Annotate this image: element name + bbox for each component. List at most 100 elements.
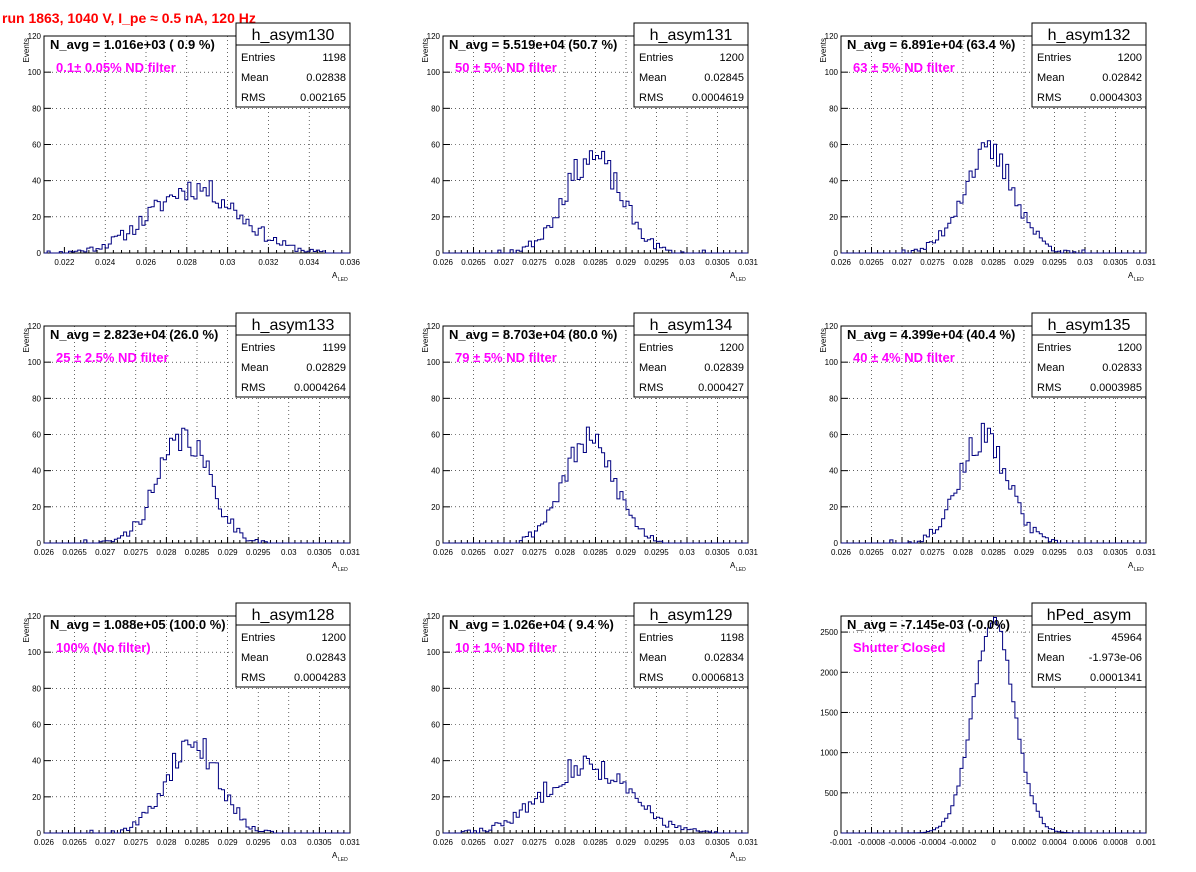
panel-hPed_asym-stats-box	[1031, 602, 1147, 688]
panel-h_asym129-ytick-label: 40	[431, 757, 440, 766]
panel-h_asym128-xtick-label: 0.026	[34, 838, 55, 847]
panel-h_asym128-note: 100% (No filter)	[56, 640, 151, 655]
panel-hPed_asym-stat-label: RMS	[1037, 672, 1061, 684]
panel-h_asym132-navg: N_avg = 6.891e+04 (63.4 %)	[847, 37, 1015, 52]
panel-h_asym131-xtick-label: 0.0305	[705, 258, 730, 267]
panel-h_asym129-ylabel: Events	[421, 618, 430, 642]
panel-h_asym132-xtick-label: 0.029	[1014, 258, 1035, 267]
panel-h_asym132-xtick-label: 0.031	[1136, 258, 1157, 267]
panel-h_asym128-ytick-label: 60	[32, 721, 41, 730]
panel-h_asym133-xtick-label: 0.026	[34, 548, 55, 557]
panel-h_asym133-histogram	[44, 427, 350, 544]
panel-h_asym130-ytick-label: 60	[32, 141, 41, 150]
panel-h_asym131-stat-label: Mean	[639, 72, 667, 84]
panel-h_asym134-xtick-label: 0.0265	[461, 548, 486, 557]
panel-h_asym135-ytick-label: 40	[829, 467, 838, 476]
panel-h_asym130-stat-label: Mean	[241, 72, 269, 84]
panel-h_asym132-stat-value: 0.02842	[1102, 72, 1142, 84]
panel-h_asym131-ylabel: Events	[421, 38, 430, 62]
panel-h_asym134-ytick-label: 80	[431, 394, 440, 403]
panel-h_asym135-stats-box	[1031, 312, 1147, 398]
panel-h_asym130-ytick-label: 100	[28, 68, 42, 77]
panel-h_asym129-ytick-label: 100	[427, 648, 441, 657]
panel-h_asym129-xlabel-sub: LED	[736, 857, 746, 863]
panel-h_asym132-stat-label: Entries	[1037, 52, 1072, 64]
panel-h_asym132-stat-value: 1200	[1118, 52, 1142, 64]
panel-h_asym131-ytick-label: 40	[431, 177, 440, 186]
panel-h_asym130-stat-value: 1198	[322, 52, 346, 64]
panel-h_asym129-xtick-label: 0.0295	[644, 838, 669, 847]
panel-h_asym131-ytick-label: 0	[436, 249, 441, 258]
panel-h_asym130-xtick-label: 0.032	[258, 258, 279, 267]
panel-h_asym133-navg: N_avg = 2.823e+04 (26.0 %)	[50, 327, 218, 342]
panel-h_asym135-xtick-label: 0.0295	[1042, 548, 1067, 557]
panel-h_asym128-ytick-label: 20	[32, 793, 41, 802]
panel-h_asym130-ytick-label: 120	[28, 32, 42, 41]
panel-h_asym133-ytick-label: 100	[28, 358, 42, 367]
panel-h_asym128-ytick-label: 40	[32, 757, 41, 766]
panel-h_asym130-stat-value: 0.002165	[300, 92, 346, 104]
panel-h_asym130-xtick-label: 0.034	[299, 258, 320, 267]
panel-h_asym129-xtick-label: 0.0285	[583, 838, 608, 847]
panel-hPed_asym-xtick-label: 0.0002	[1012, 838, 1037, 847]
panel-h_asym128-ytick-label: 0	[37, 829, 42, 838]
panel-h_asym131-ytick-label: 80	[431, 104, 440, 113]
panel-h_asym132-ylabel: Events	[819, 38, 828, 62]
panel-hPed_asym-stat-label: Entries	[1037, 632, 1072, 644]
panel-h_asym135-xtick-label: 0.031	[1136, 548, 1157, 557]
panel-hPed_asym-xtick-label: 0.0004	[1042, 838, 1067, 847]
panel-h_asym130-stat-label: Entries	[241, 52, 276, 64]
panel-h_asym133-xtick-label: 0.03	[281, 548, 297, 557]
panel-h_asym129-ytick-label: 60	[431, 721, 440, 730]
panel-h_asym134-stat-value: 0.02839	[704, 362, 744, 374]
panel-h_asym132-xtick-label: 0.0305	[1103, 258, 1128, 267]
panel-h_asym128-xtick-label: 0.028	[156, 838, 177, 847]
panel-h_asym130-xtick-label: 0.036	[340, 258, 361, 267]
panel-h_asym130-stats-box	[235, 22, 351, 108]
panel-h_asym131-xtick-label: 0.031	[738, 258, 759, 267]
panel-h_asym129-stat-value: 0.0006813	[692, 672, 744, 684]
panel-h_asym135-stat-value: 0.0003985	[1090, 382, 1142, 394]
panel-hPed_asym-xtick-label: -0.001	[830, 838, 853, 847]
panel-h_asym134-xtick-label: 0.027	[494, 548, 515, 557]
panel-h_asym129-stat-label: Entries	[639, 632, 674, 644]
panel-h_asym133-ytick-label: 40	[32, 467, 41, 476]
panel-h_asym131-stat-label: Entries	[639, 52, 674, 64]
panel-h_asym131-xtick-label: 0.029	[616, 258, 637, 267]
panel-h_asym128-xtick-label: 0.029	[218, 838, 239, 847]
panel-h_asym133-xtick-label: 0.029	[218, 548, 239, 557]
panel-h_asym130-xtick-label: 0.026	[136, 258, 157, 267]
panel-h_asym130-xtick-label: 0.024	[95, 258, 116, 267]
panel-h_asym135-stat-value: 0.02833	[1102, 362, 1142, 374]
panel-hPed_asym-xtick-label: -0.0006	[888, 838, 916, 847]
panel-hPed_asym-ytick-label: 1000	[820, 749, 838, 758]
panel-h_asym134-hist-name: h_asym134	[650, 317, 733, 334]
panel-h_asym131-xtick-label: 0.027	[494, 258, 515, 267]
panel-h_asym128-stat-label: Entries	[241, 632, 276, 644]
panel-h_asym128-stat-label: Mean	[241, 652, 269, 664]
panel-h_asym131-xtick-label: 0.028	[555, 258, 576, 267]
panel-h_asym133-stat-value: 0.02829	[306, 362, 346, 374]
panel-h_asym130-ytick-label: 20	[32, 213, 41, 222]
panel-h_asym134-ytick-label: 20	[431, 503, 440, 512]
panel-h_asym129-stat-value: 1198	[720, 632, 744, 644]
panel-h_asym132-hist-name: h_asym132	[1048, 27, 1131, 44]
panel-h_asym132-ytick-label: 100	[825, 68, 839, 77]
panel-h_asym129-xtick-label: 0.029	[616, 838, 637, 847]
panel-h_asym129-hist-name: h_asym129	[650, 607, 733, 624]
panel-h_asym132-xtick-label: 0.03	[1077, 258, 1093, 267]
panel-h_asym131-xlabel-sub: LED	[736, 277, 746, 283]
panel-h_asym129-xtick-label: 0.0275	[522, 838, 547, 847]
panel-h_asym134-xtick-label: 0.0285	[583, 548, 608, 557]
panel-h_asym134-stat-label: Mean	[639, 362, 667, 374]
panel-h_asym130-histogram	[44, 180, 350, 254]
panel-h_asym133-stat-value: 1199	[322, 342, 346, 354]
panel-h_asym135-ytick-label: 0	[834, 539, 839, 548]
panel-h_asym132-xtick-label: 0.0285	[981, 258, 1006, 267]
panel-h_asym135-ytick-label: 80	[829, 394, 838, 403]
panel-h_asym134-xtick-label: 0.029	[616, 548, 637, 557]
panel-h_asym135-xtick-label: 0.029	[1014, 548, 1035, 557]
panel-hPed_asym-xtick-label: 0	[991, 838, 996, 847]
panel-h_asym129-stats-box	[633, 602, 749, 688]
panel-h_asym134-xlabel-sub: LED	[736, 567, 746, 573]
